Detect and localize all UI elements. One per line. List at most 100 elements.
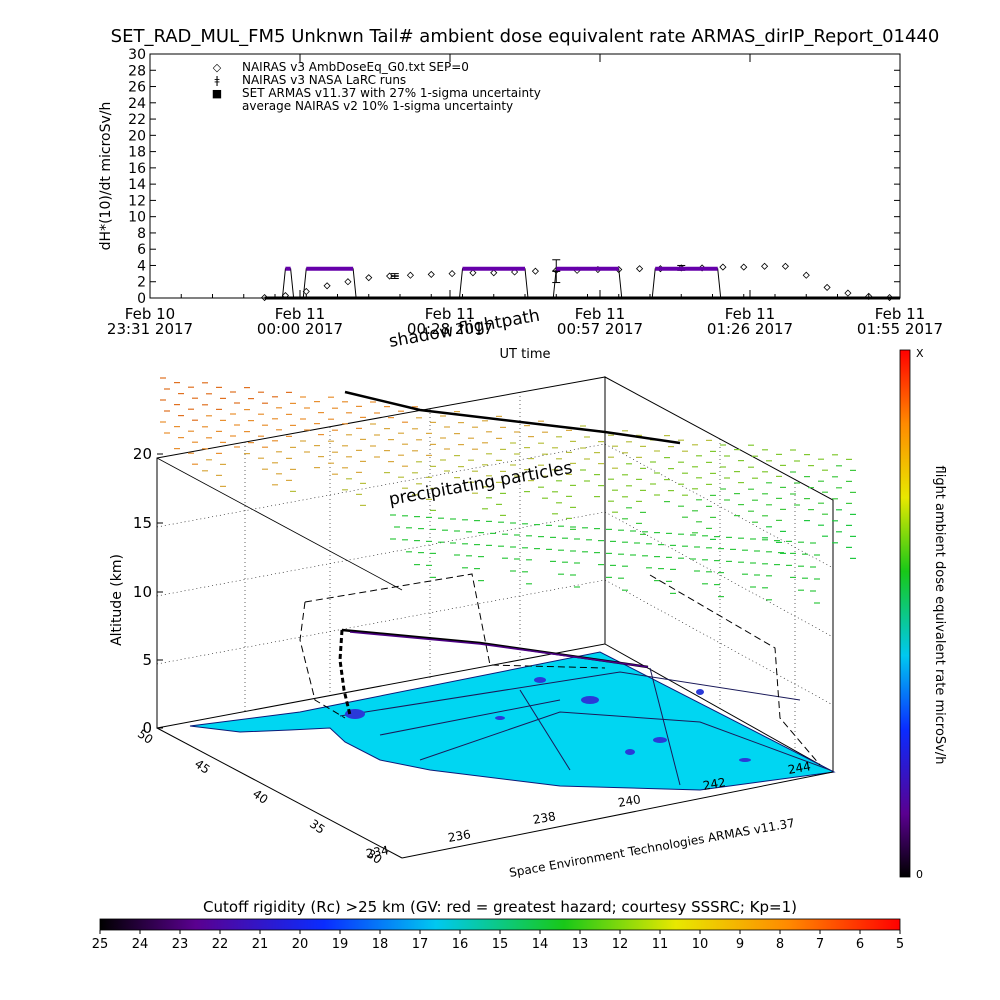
rigidity-tick-label: 6 [856,937,864,952]
x-tick-label-date: Feb 10 [125,305,175,323]
dose-colorbar [899,349,911,878]
rigidity-tick-label: 25 [92,937,109,952]
x-tick-label-time: 00:57 2017 [557,320,643,338]
y-tick-label: 20 [128,128,146,144]
timeseries-xlabel: UT time [500,347,551,362]
armas-step [552,268,623,299]
rigidity-tick-label: 15 [492,937,509,952]
rigidity-tick-label: 11 [652,937,669,952]
rigidity-tick-label: 14 [532,937,549,952]
rigidity-tick-label: 10 [692,937,709,952]
timeseries-legend: ◇ NAIRAS v3 AmbDoseEq_G0.txt SEP=0 ǂ NAIRAS… [212,60,541,113]
nairas-v3-point [469,269,477,277]
y-tick-label: 24 [128,96,146,112]
legend-label: SET ARMAS v11.37 with 27% 1-sigma uncert… [242,86,541,100]
rigidity-tick-label: 22 [212,937,229,952]
rigidity-tick-label: 8 [776,937,784,952]
y-tick-label: 10 [128,210,146,226]
x-tick-label-date: Feb 11 [875,305,925,323]
x-tick-label-time: 23:31 2017 [107,320,193,338]
x-tick-label-date: Feb 11 [275,305,325,323]
y-tick-label: 8 [137,226,146,242]
latitude-tick-label: 45 [192,757,213,777]
rigidity-tick-label: 7 [816,937,824,952]
nairas-v3-point [761,262,769,270]
latitude-tick-label: 50 [135,727,156,747]
y-tick-label: 4 [137,258,146,274]
nairas-v3-point [740,263,748,271]
legend-symbol: ◇ [213,61,222,74]
longitude-tick-label: 242 [702,775,727,793]
nairas-v3-point [344,278,352,286]
latitude-tick-label: 40 [250,787,271,807]
rigidity-tick-label: 12 [612,937,629,952]
nairas-v3-point [448,270,456,278]
legend-symbol: ■ [212,87,222,100]
ground-contours [345,677,751,762]
top-edge-front [156,457,403,591]
x-tick-label-time: 00:28 2017 [407,320,493,338]
legend-symbol: ǂ [214,74,219,87]
altitude-axis: 0 5 10 15 20 [133,445,163,737]
y-tick-label: 2 [137,275,146,291]
armas-step [651,268,722,299]
legend-label: average NAIRAS v2 10% 1-sigma uncertaint… [242,99,513,113]
y-tick-label: 0 [137,291,146,307]
nairas-v3-point [781,262,789,270]
shadow-flightpath [344,390,681,445]
nairas-v3-point [427,270,435,278]
nairas-v3-point [802,271,810,279]
dose-colorbar-label: flight ambient dose equivalent rate micr… [932,466,947,765]
x-tick-label-date: Feb 11 [575,305,625,323]
timeseries-series [261,259,900,302]
rigidity-panel: Cutoff rigidity (Rc) >25 km (GV: red = g… [92,898,904,952]
x-tick-label-time: 01:55 2017 [857,320,943,338]
x-tick-label-date: Feb 11 [425,305,475,323]
rigidity-colorbar [99,918,901,931]
altitude-tick-label: 5 [142,651,152,669]
nairas-v3-point [719,263,727,271]
ground-borders [339,667,831,786]
shadow-drop-left [304,573,606,669]
longitude-tick-label: 240 [617,792,642,810]
altitude-tick-label: 10 [133,583,152,601]
nairas-v3-point [636,265,644,273]
rigidity-tick-label: 20 [292,937,309,952]
longitude-tick-label: 238 [532,809,557,827]
nairas-v3-point [823,283,831,291]
longitude-tick-label: 234 [365,843,390,861]
y-tick-label: 26 [128,80,146,96]
ground-land [189,651,836,791]
altitude-tick-label: 0 [142,719,152,737]
nairas-v3-point [323,282,331,290]
shadow-drop-mid [299,601,346,719]
dose-rate-field [160,377,856,604]
y-tick-label: 28 [128,63,146,79]
rigidity-tick-label: 19 [332,937,349,952]
rigidity-ticks: 25 24 23 22 21 20 19 18 17 16 15 14 13 12 11 10 9 8 7 6 5 [92,930,904,952]
rigidity-tick-label: 16 [452,937,469,952]
legend-label: NAIRAS v3 NASA LaRC runs [242,73,406,87]
nairas-v3-point [531,267,539,275]
rigidity-tick-label: 23 [172,937,189,952]
flight-path-dose [349,631,649,668]
y-tick-label: 16 [128,161,146,177]
longitude-axis: 234 236 238 240 242 244 [365,759,812,861]
nairas-v3-point [844,289,852,297]
nairas-v3-point [406,271,414,279]
dose-colorbar-top: X [916,347,924,360]
ascent-path [338,629,352,716]
altitude-tick-label: 15 [133,514,152,532]
legend-label: NAIRAS v3 AmbDoseEq_G0.txt SEP=0 [242,60,469,74]
timeseries-ylabel: dH*(10)/dt microSv/h [98,102,114,251]
annotation-precipitating-particles: precipitating particles [387,458,574,510]
rigidity-title: Cutoff rigidity (Rc) >25 km (GV: red = g… [203,898,797,916]
y-tick-label: 14 [128,177,146,193]
nairas-v3-point [365,274,373,282]
rigidity-tick-label: 24 [132,937,149,952]
